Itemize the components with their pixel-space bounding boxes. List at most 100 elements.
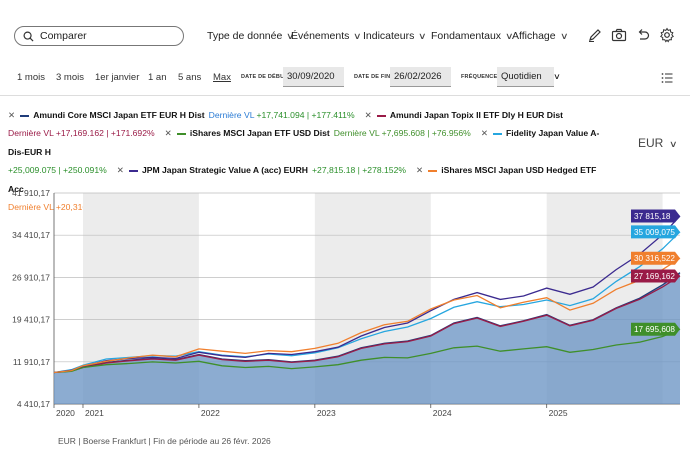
compare-search-input[interactable] [40, 30, 170, 42]
range-1-month[interactable]: 1 mois [17, 72, 45, 83]
range-3-months[interactable]: 3 mois [56, 72, 84, 83]
pen-icon[interactable] [587, 27, 603, 43]
range-row: 1 mois 3 mois 1er janvier 1 an 5 ans Max… [0, 62, 690, 94]
legend-item: ✕ JPM Japan Strategic Value A (acc) EURH +… [117, 165, 416, 175]
legend-item: ✕ Amundi Core MSCI Japan ETF EUR H Dist De… [8, 110, 365, 120]
series-value: +25,009.075 | +250.091% [8, 165, 107, 176]
x-tick-label: 2023 [317, 408, 336, 418]
series-name: JPM Japan Strategic Value A (acc) EURH [141, 165, 309, 176]
currency-select[interactable]: EUR ∨ [638, 136, 678, 150]
price-chart[interactable]: 41 910,17 34 410,17 26 910,17 19 410,17 11 9… [0, 180, 690, 430]
end-value-badge [631, 322, 680, 336]
series-vl-label: Dernière VL [8, 128, 54, 139]
x-tick-label: 2024 [433, 408, 452, 418]
end-value-label: 30 316,522 [634, 254, 675, 263]
series-name: iShares MSCI Japan USD Hedged ETF Acc [8, 165, 597, 194]
remove-series-icon[interactable]: ✕ [8, 110, 16, 120]
end-value-label: 37 815,18 [634, 212, 671, 221]
chevron-down-icon: ∨ [505, 30, 514, 41]
series-vl-label: Dernière VL [208, 110, 255, 120]
frequency-label: FRÉQUENCE [461, 74, 498, 80]
currency-value: EUR [638, 136, 664, 150]
end-date-label: DATE DE FIN [354, 74, 391, 80]
end-value-label: 35 009,075 [634, 228, 675, 237]
y-tick-label: 34 410,17 [12, 230, 50, 240]
range-5-years[interactable]: 5 ans [178, 72, 202, 83]
series-name: iShares MSCI Japan ETF USD Dist [189, 128, 330, 139]
series-vl-label: Dernière VL [333, 128, 380, 139]
undo-icon[interactable] [635, 27, 651, 43]
chevron-down-icon: ∨ [353, 30, 362, 41]
series-line [53, 215, 681, 374]
remove-series-icon[interactable]: ✕ [116, 165, 124, 176]
end-value-badge [631, 251, 680, 265]
series-name: Amundi Core MSCI Japan ETF EUR H Dist [33, 110, 205, 120]
end-value-badge [631, 225, 680, 239]
chart-area[interactable]: 41 910,17 34 410,17 26 910,17 19 410,17 11 9… [0, 180, 690, 430]
chevron-down-icon: ∨ [559, 30, 569, 41]
series-name: Fidelity Japan Value A-Dis-EUR H [8, 128, 600, 157]
series-swatch [428, 169, 438, 172]
menu-events[interactable]: Événements ∨ [291, 30, 362, 42]
x-tick-label: 2020 [56, 408, 75, 418]
chevron-down-icon: ∨ [552, 72, 561, 81]
chart-toolbar: Type de donnée∨ Événements∨ Indicateurs∨… [0, 0, 690, 62]
y-tick-label: 4 410,17 [17, 399, 50, 409]
list-icon[interactable] [661, 72, 673, 84]
menu-fundamentals-label: Fondamentaux [431, 30, 502, 42]
menu-data-type[interactable]: Type de donnée ∨ [207, 30, 295, 42]
y-tick-label: 26 910,17 [12, 272, 50, 282]
chevron-down-icon: ∨ [669, 139, 678, 149]
series-line [53, 275, 681, 374]
chart-footer: EUR | Boerse Frankfurt | Fin de période … [58, 436, 271, 446]
remove-series-icon[interactable]: ✕ [480, 128, 489, 139]
remove-series-icon[interactable]: ✕ [164, 128, 172, 139]
search-icon [23, 31, 34, 42]
divider [0, 95, 690, 96]
compare-search[interactable] [14, 26, 184, 46]
end-value-badge [631, 269, 680, 283]
x-tick-label: 2022 [201, 408, 220, 418]
menu-display[interactable]: Affichage ∨ [512, 30, 569, 42]
series-swatch [128, 169, 138, 172]
legend-item: ✕ Amundi Japan Topix II ETF Dly H EUR Dis… [8, 110, 567, 138]
menu-fundamentals[interactable]: Fondamentaux ∨ [431, 30, 514, 42]
range-max[interactable]: Max [213, 72, 231, 83]
end-value-label: 27 169,162 [634, 272, 675, 281]
start-date-field[interactable]: 30/09/2020 [283, 67, 344, 87]
y-tick-label: 19 410,17 [12, 315, 50, 325]
menu-data-type-label: Type de donnée [207, 30, 283, 42]
range-ytd[interactable]: 1er janvier [95, 72, 140, 83]
series-vl-label: Dernière VL [8, 202, 54, 213]
series-swatch [376, 114, 386, 117]
menu-display-label: Affichage [512, 30, 556, 42]
series-value: +17,169.162 | +171.692% [55, 128, 155, 139]
camera-icon[interactable] [611, 27, 627, 43]
chevron-down-icon: ∨ [418, 30, 427, 41]
area-fill [54, 272, 680, 404]
start-date-label: DATE DE DÉBUT [241, 74, 288, 80]
series-name: Amundi Japan Topix II ETF Dly H EUR Dist [389, 110, 563, 120]
series-line [53, 257, 681, 374]
remove-series-icon[interactable]: ✕ [364, 110, 372, 120]
remove-series-icon[interactable]: ✕ [416, 165, 424, 176]
series-line [53, 328, 681, 374]
frequency-value: Quotidien [501, 71, 542, 82]
menu-indicators-label: Indicateurs [363, 30, 415, 42]
end-value-label: 17 695,608 [634, 325, 675, 334]
range-1-year[interactable]: 1 an [148, 72, 167, 83]
end-date-field[interactable]: 26/02/2026 [390, 67, 451, 87]
x-tick-label: 2021 [85, 408, 104, 418]
menu-indicators[interactable]: Indicateurs ∨ [363, 30, 427, 42]
y-tick-label: 11 910,17 [13, 357, 50, 367]
series-value: +27,815.18 | +278.152% [312, 165, 406, 176]
y-tick-label: 41 910,17 [12, 188, 50, 198]
frequency-select[interactable]: Quotidien ∨ [497, 67, 560, 87]
menu-events-label: Événements [291, 30, 350, 42]
series-swatch [176, 133, 186, 136]
x-tick-label: 2025 [549, 408, 568, 418]
legend-item: ✕ Fidelity Japan Value A-Dis-EUR H +25,009… [8, 128, 599, 175]
legend-item: ✕ iShares MSCI Japan ETF USD Dist Dernière… [165, 128, 481, 138]
chevron-down-icon: ∨ [286, 30, 295, 41]
gear-icon[interactable] [659, 27, 675, 43]
